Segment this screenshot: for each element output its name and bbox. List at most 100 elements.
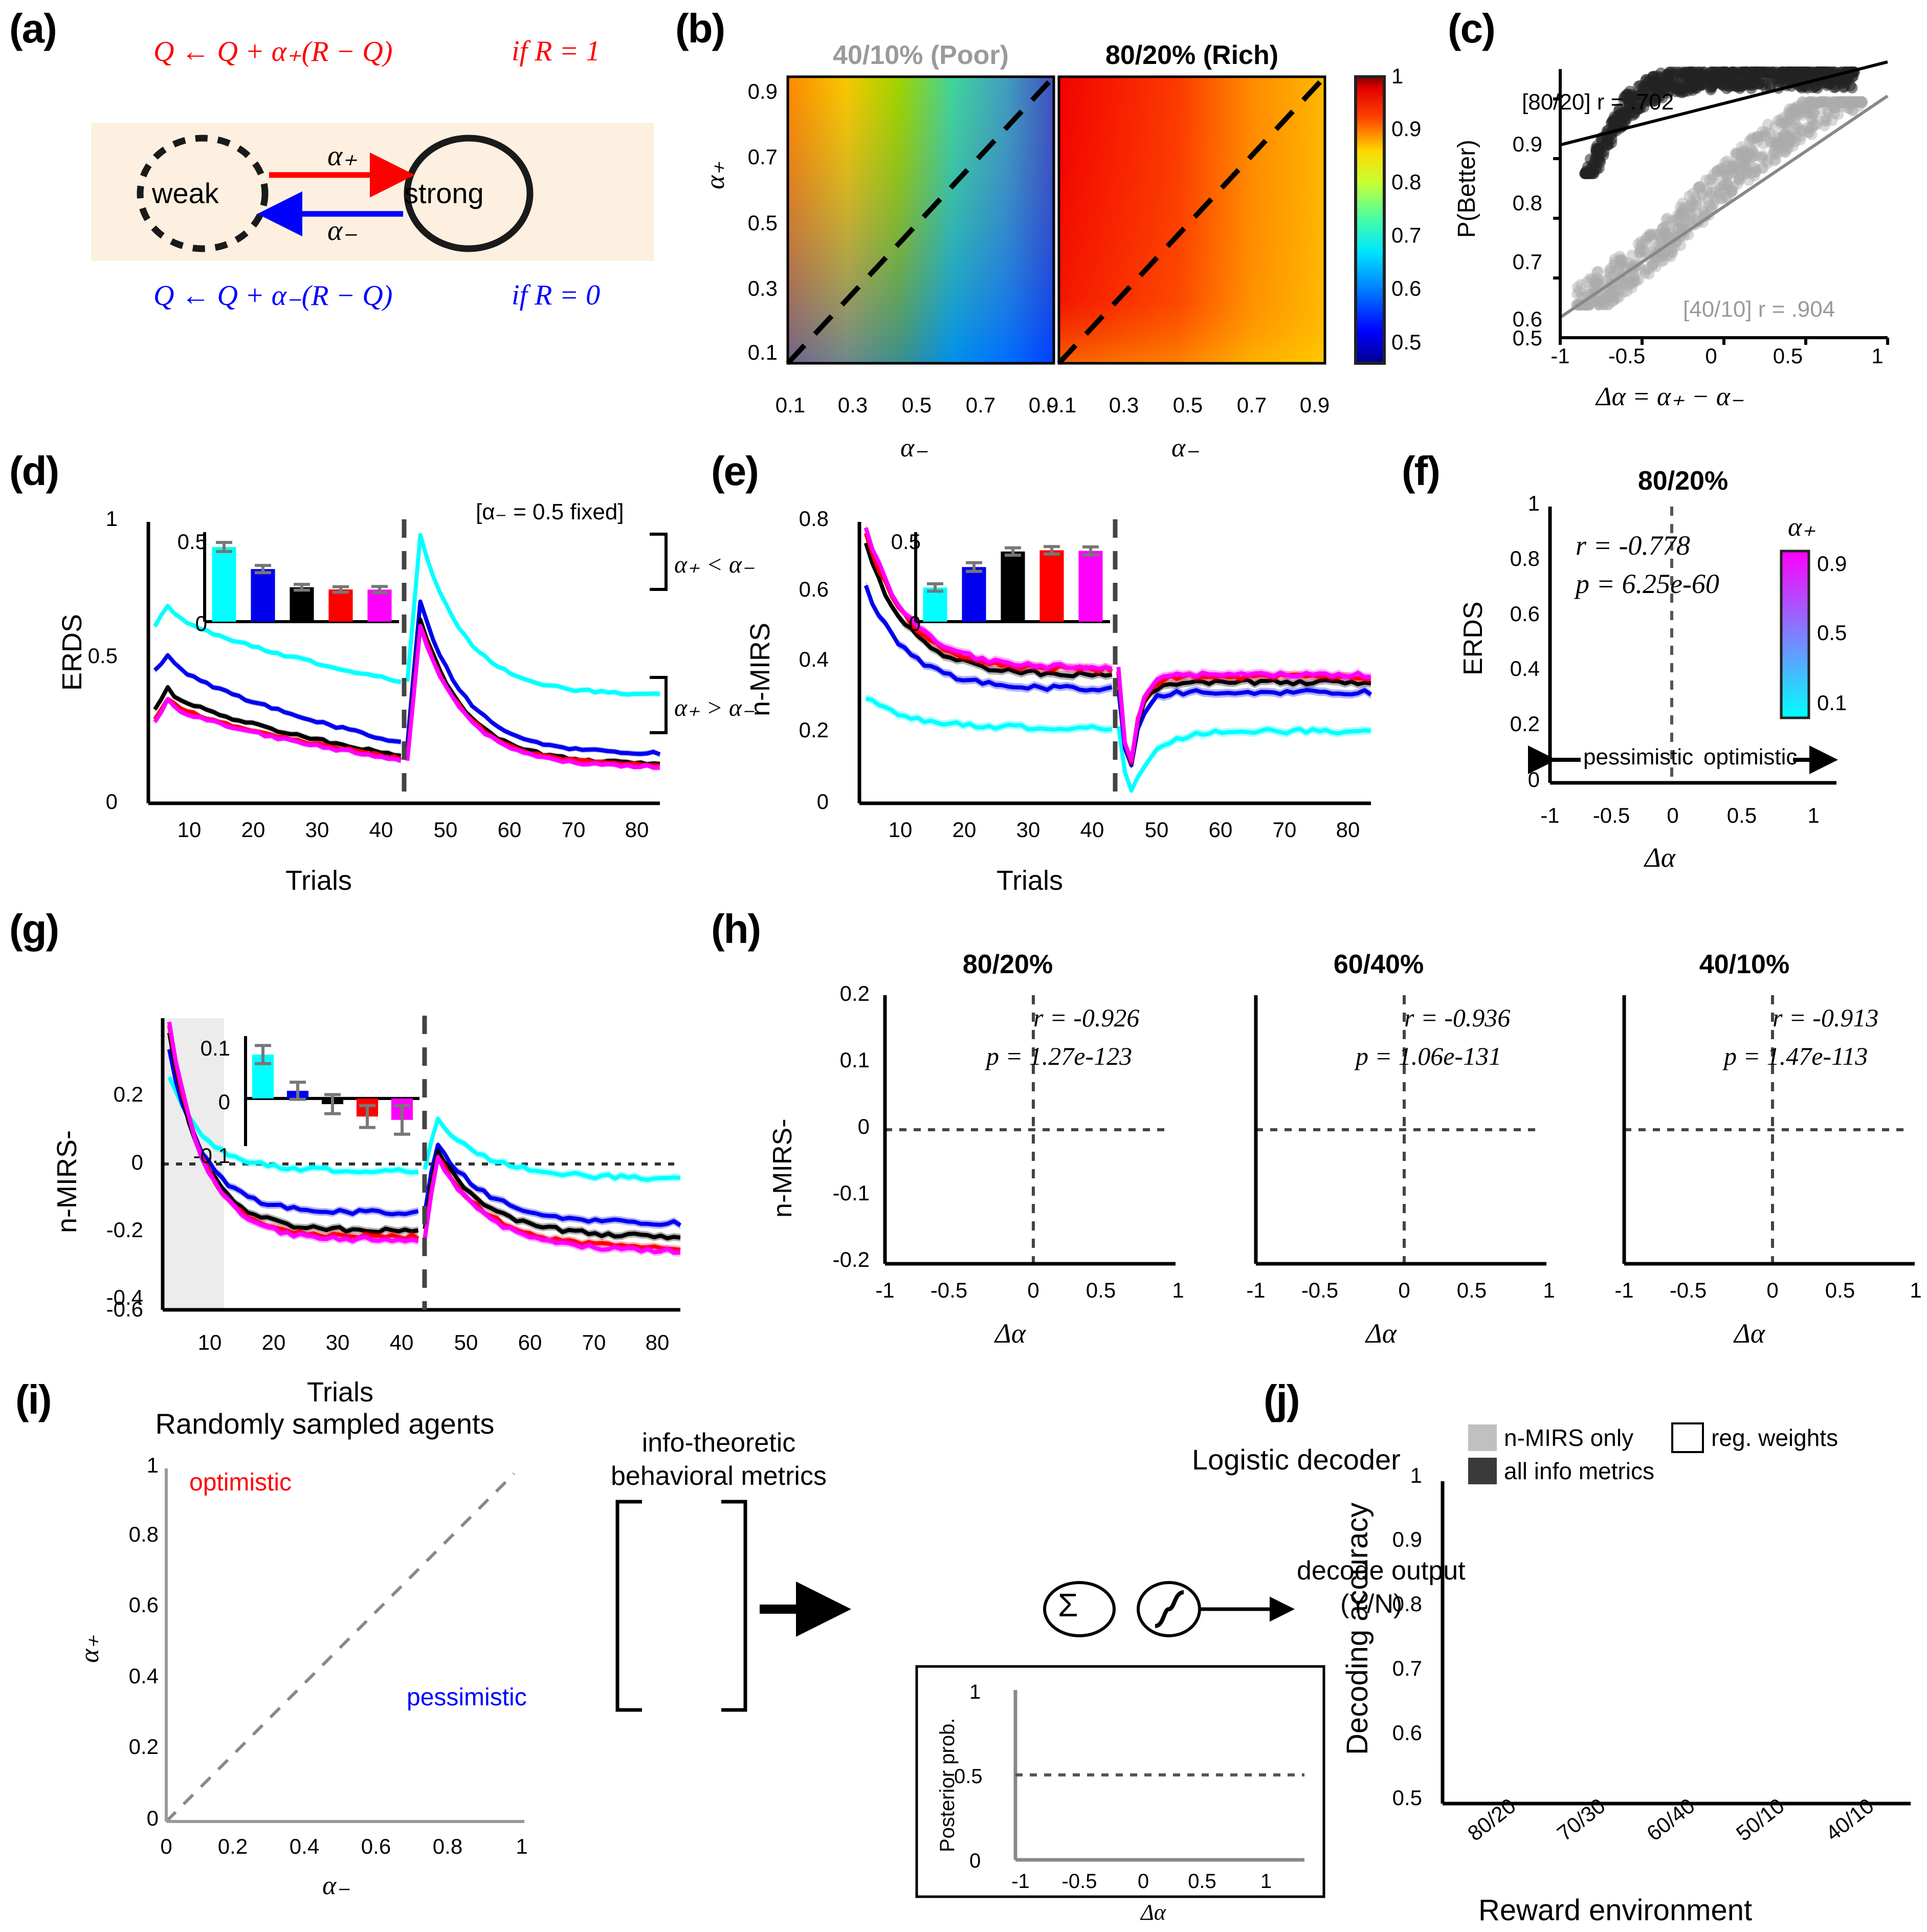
panel-g-xtick-0: 10 bbox=[197, 1330, 222, 1354]
panel-b-heatmaps bbox=[786, 75, 1386, 365]
panel-g-xtick-2: 30 bbox=[325, 1330, 350, 1354]
panel-f-xtick-4: 1 bbox=[1807, 803, 1820, 827]
panel-d-inset-ytick-0: 0.5 bbox=[177, 530, 207, 554]
panel-h-title-1: 60/40% bbox=[1333, 950, 1424, 979]
panel-label-c: (c) bbox=[1448, 6, 1496, 51]
panel-e-inset-ytick-0: 0.5 bbox=[891, 530, 921, 554]
panel-i-inset-xtick-0: -1 bbox=[1011, 1870, 1030, 1893]
panel-b-colorbar bbox=[1354, 75, 1386, 365]
panel-c-ytick-1: 0.8 bbox=[1512, 191, 1542, 215]
panel-b-cbar-tick-1: 0.9 bbox=[1391, 117, 1422, 141]
panel-e-xtick-0: 10 bbox=[888, 818, 913, 842]
panel-h0-xtick-0: -1 bbox=[875, 1278, 895, 1302]
panel-label-j: (j) bbox=[1264, 1377, 1300, 1422]
panel-i-xtick-0: 0 bbox=[160, 1834, 172, 1858]
panel-b-left-xlabel: α₋ bbox=[900, 433, 928, 463]
panel-e-xlabel: Trials bbox=[996, 865, 1063, 896]
panel-d-xtick-1: 20 bbox=[241, 818, 265, 842]
panel-label-f: (f) bbox=[1402, 448, 1441, 494]
panel-i-pessimistic-label: pessimistic bbox=[407, 1684, 527, 1711]
panel-i-xtick-5: 1 bbox=[516, 1834, 528, 1858]
panel-e-xtick-7: 80 bbox=[1336, 818, 1360, 842]
panel-b-left-title: 40/10% (Poor) bbox=[833, 40, 1009, 70]
panel-label-i: (i) bbox=[15, 1377, 52, 1422]
panel-b-ylabel: α₊ bbox=[701, 161, 730, 189]
panel-g-xtick-4: 50 bbox=[454, 1330, 478, 1354]
panel-h0-xtick-1: -0.5 bbox=[930, 1278, 968, 1302]
panel-h-ytick-1: 0.1 bbox=[839, 1048, 870, 1072]
panel-f-title: 80/20% bbox=[1637, 466, 1729, 496]
panel-d-lineplot bbox=[146, 519, 661, 805]
panel-g-ytick-1: 0 bbox=[131, 1150, 143, 1174]
panel-b-right-xtick-1: 0.3 bbox=[1109, 393, 1139, 417]
panel-g-ytick-4: -0.6 bbox=[106, 1297, 143, 1321]
panel-c-xtick-0: -1 bbox=[1551, 344, 1570, 368]
panel-h2-xtick-1: -0.5 bbox=[1669, 1278, 1707, 1302]
panel-f-p-stat: p = 6.25e-60 bbox=[1576, 568, 1719, 599]
panel-i-xtick-1: 0.2 bbox=[217, 1834, 248, 1858]
panel-f-r-stat: r = -0.778 bbox=[1576, 530, 1690, 561]
panel-d-ylabel: ERDS bbox=[57, 613, 87, 691]
panel-i-metrics-bracket bbox=[615, 1500, 747, 1712]
panel-b-cbar-tick-5: 0.5 bbox=[1391, 330, 1422, 354]
panel-d-bracket-top-label: α₊ < α₋ bbox=[674, 551, 755, 578]
panel-g-ytick-0: 0.2 bbox=[113, 1082, 143, 1106]
panel-f-xtick-1: -0.5 bbox=[1592, 803, 1630, 827]
panel-i-metrics-title-1: info-theoretic bbox=[641, 1428, 796, 1458]
panel-h-r-stat-2: r = -0.913 bbox=[1773, 1003, 1879, 1032]
panel-i-inset-ytick-2: 0 bbox=[969, 1850, 981, 1872]
panel-i-decoder-title: Logistic decoder bbox=[1192, 1443, 1401, 1476]
panel-h1-xlabel: Δα bbox=[1366, 1318, 1397, 1349]
panel-e-lineplot bbox=[857, 519, 1372, 805]
panel-e-xtick-1: 20 bbox=[952, 818, 977, 842]
panel-f-right-arrow-label: optimistic bbox=[1703, 744, 1798, 770]
heatmap-rich bbox=[1057, 75, 1327, 365]
panel-c-ytick-0: 0.9 bbox=[1512, 132, 1542, 156]
panel-h2-xtick-4: 1 bbox=[1910, 1278, 1922, 1302]
panel-e-xtick-4: 50 bbox=[1144, 818, 1169, 842]
panel-i-xlabel: α₋ bbox=[322, 1871, 350, 1900]
panel-c-ytick-3: 0.6 bbox=[1512, 307, 1542, 331]
panel-d-bracket-bottom bbox=[650, 676, 668, 734]
panel-h1-xtick-0: -1 bbox=[1246, 1278, 1266, 1302]
panel-b-left-xtick-3: 0.7 bbox=[965, 393, 996, 417]
panel-c-ytick-2: 0.7 bbox=[1512, 250, 1542, 274]
panel-j-ytick-5: 0.5 bbox=[1392, 1786, 1422, 1810]
panel-f-ytick-3: 0.4 bbox=[1510, 656, 1540, 680]
panel-f-xtick-3: 0.5 bbox=[1726, 803, 1757, 827]
panel-d-inset-ytick-1: 0 bbox=[195, 611, 207, 635]
panel-a-condition-positive: if R = 1 bbox=[512, 35, 601, 67]
panel-i-scatter bbox=[165, 1468, 524, 1823]
panel-h-r-stat-0: r = -0.926 bbox=[1033, 1003, 1140, 1032]
legend-swatch-nmirs bbox=[1468, 1424, 1497, 1451]
panel-i-ytick-0: 0 bbox=[146, 1806, 159, 1830]
panel-h0-xlabel: Δα bbox=[995, 1318, 1026, 1349]
panel-d-bracket-top bbox=[650, 533, 668, 591]
panel-g-xtick-6: 70 bbox=[582, 1330, 606, 1354]
panel-b-cbar-tick-2: 0.8 bbox=[1391, 170, 1422, 194]
panel-b-cbar-tick-0: 1 bbox=[1391, 64, 1404, 88]
panel-b-left-xtick-0: 0.1 bbox=[775, 393, 806, 417]
panel-g-inset-ytick-2: -0.1 bbox=[193, 1144, 230, 1168]
panel-b-ytick-4: 0.1 bbox=[747, 340, 778, 364]
panel-i-xtick-4: 0.8 bbox=[432, 1834, 463, 1858]
panel-i-ytick-5: 1 bbox=[146, 1453, 159, 1477]
panel-f-ytick-4: 0.2 bbox=[1510, 712, 1540, 736]
panel-e-ytick-1: 0.6 bbox=[799, 577, 829, 601]
panel-e-ytick-4: 0 bbox=[816, 789, 829, 814]
panel-h-ytick-4: -0.2 bbox=[832, 1247, 870, 1271]
panel-c-xtick-3: 0.5 bbox=[1773, 344, 1803, 368]
panel-i-inset-xtick-1: -0.5 bbox=[1061, 1870, 1097, 1893]
panel-b-right-xtick-3: 0.7 bbox=[1236, 393, 1267, 417]
panel-a-equation-negative: Q ← Q + α₋(R − Q) bbox=[153, 280, 393, 312]
panel-h0-xtick-2: 0 bbox=[1027, 1278, 1039, 1302]
panel-h2-xtick-2: 0 bbox=[1766, 1278, 1779, 1302]
panel-h2-xtick-0: -1 bbox=[1614, 1278, 1634, 1302]
panel-c-xtick-1: -0.5 bbox=[1608, 344, 1646, 368]
panel-i-metrics-title-2: behavioral metrics bbox=[611, 1461, 827, 1491]
panel-h-ylabel: n-MIRS- bbox=[768, 1118, 798, 1218]
panel-b-right-xtick-4: 0.9 bbox=[1299, 393, 1330, 417]
panel-a-equation-positive: Q ← Q + α₊(R − Q) bbox=[153, 36, 393, 68]
panel-i-inset-ytick-0: 1 bbox=[969, 1681, 981, 1703]
panel-a-condition-negative: if R = 0 bbox=[512, 279, 601, 311]
